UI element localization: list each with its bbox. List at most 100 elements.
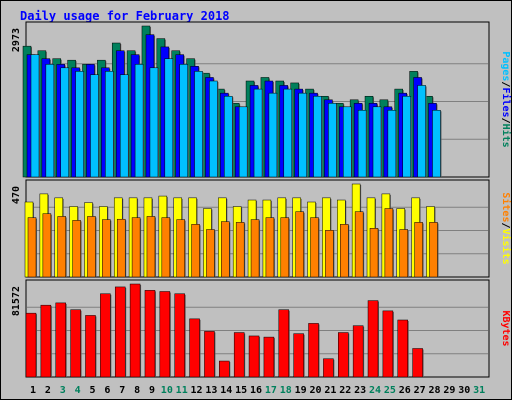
- x-tick-label: 1: [30, 385, 36, 396]
- bar-kbytes: [412, 348, 423, 378]
- bar-sites: [27, 217, 37, 278]
- legend-pages: Pages: [500, 51, 511, 81]
- bar-kbytes: [144, 290, 156, 378]
- bar-pages: [298, 92, 307, 178]
- bar-kbytes: [233, 332, 245, 378]
- bar-kbytes: [263, 336, 275, 378]
- x-tick-label: 14: [220, 385, 232, 396]
- x-tick-label: 16: [250, 385, 262, 396]
- legend-hits: Hits: [500, 124, 512, 148]
- bar-kbytes: [382, 310, 394, 378]
- bar-sites: [369, 228, 379, 278]
- bar-sites: [72, 220, 81, 278]
- x-tick-label: 24: [369, 385, 381, 396]
- legend-files: Files: [500, 87, 512, 117]
- bar-kbytes: [293, 333, 304, 378]
- bar-kbytes: [323, 358, 334, 378]
- bar-sites: [102, 219, 111, 278]
- bar-pages: [119, 74, 129, 178]
- bar-pages: [224, 95, 233, 178]
- bar-sites: [414, 222, 423, 278]
- legend-visits: Visits: [500, 229, 512, 265]
- bar-sites: [57, 216, 66, 278]
- bar-sites: [384, 208, 394, 278]
- legend-separator: /: [500, 118, 511, 124]
- bar-pages: [328, 103, 337, 178]
- bar-pages: [209, 80, 218, 178]
- bar-sites: [280, 217, 290, 278]
- x-tick-label: 5: [89, 385, 95, 396]
- bar-kbytes: [338, 332, 349, 378]
- bar-sites: [310, 217, 319, 278]
- bar-kbytes: [189, 318, 200, 378]
- bar-sites: [176, 219, 185, 278]
- x-axis: 1 2 3 4 5 6 7 8 9 10 11 12 13 14 15 16 17 18 19 20 21 22 23 24 2…: [30, 385, 485, 396]
- bar-sites: [354, 211, 364, 278]
- x-tick-label: 11: [176, 385, 188, 396]
- x-tick-label: 20: [310, 385, 322, 396]
- legend-separator: /: [500, 81, 511, 87]
- bar-pages: [105, 71, 114, 178]
- panel-legend: KBytes: [500, 310, 511, 346]
- bar-sites: [429, 222, 438, 278]
- bar-sites: [325, 230, 334, 278]
- x-tick-label: 9: [149, 385, 155, 396]
- bar-pages: [313, 95, 322, 178]
- x-tick-label: 30: [458, 385, 470, 396]
- panel-kbytes: 81572 KBytes: [11, 279, 511, 378]
- panel-max-label: 470: [11, 186, 22, 204]
- bar-sites: [340, 224, 349, 278]
- bar-pages: [75, 71, 84, 178]
- x-tick-label: 27: [414, 385, 426, 396]
- bar-kbytes: [352, 325, 364, 378]
- panel-max-label: 81572: [11, 286, 22, 316]
- bar-pages: [357, 110, 367, 178]
- legend-kbytes: KBytes: [500, 310, 511, 346]
- bar-pages: [372, 106, 382, 178]
- bar-kbytes: [278, 309, 290, 378]
- x-tick-label: 10: [161, 385, 173, 396]
- x-tick-label: 3: [60, 385, 66, 396]
- bar-pages: [149, 67, 159, 178]
- bar-pages: [253, 88, 263, 178]
- x-tick-label: 23: [354, 385, 366, 396]
- x-tick-label: 13: [205, 385, 217, 396]
- bar-sites: [265, 217, 275, 278]
- bar-pages: [90, 74, 99, 178]
- bar-sites: [295, 211, 304, 278]
- bar-kbytes: [308, 323, 319, 378]
- bar-kbytes: [70, 309, 81, 378]
- bar-pages: [402, 95, 411, 178]
- bar-pages: [45, 64, 55, 178]
- bar-sites: [191, 224, 200, 278]
- x-tick-label: 17: [265, 385, 277, 396]
- x-tick-label: 19: [295, 385, 307, 396]
- panel-visitors: 470 Sites/Visits: [11, 179, 512, 278]
- bar-pages: [417, 85, 426, 178]
- bar-pages: [60, 67, 69, 178]
- bar-sites: [42, 213, 52, 278]
- x-tick-label: 28: [428, 385, 440, 396]
- bar-pages: [30, 54, 40, 178]
- bar-pages: [268, 92, 278, 178]
- bar-sites: [235, 222, 245, 278]
- bar-kbytes: [25, 312, 37, 378]
- bar-kbytes: [174, 293, 185, 378]
- legend-sites: Sites: [500, 192, 512, 222]
- bar-sites: [250, 219, 260, 278]
- bar-kbytes: [85, 315, 96, 378]
- panel-legend: Pages/Files/Hits: [500, 51, 512, 147]
- bar-sites: [399, 229, 408, 278]
- bar-kbytes: [248, 335, 260, 378]
- x-tick-label: 4: [75, 385, 81, 396]
- bar-sites: [116, 218, 126, 278]
- bar-sites: [161, 217, 171, 278]
- bar-pages: [238, 106, 248, 178]
- bar-kbytes: [100, 293, 111, 378]
- bar-kbytes: [397, 319, 408, 378]
- x-tick-label: 18: [280, 385, 292, 396]
- bar-sites: [206, 229, 215, 278]
